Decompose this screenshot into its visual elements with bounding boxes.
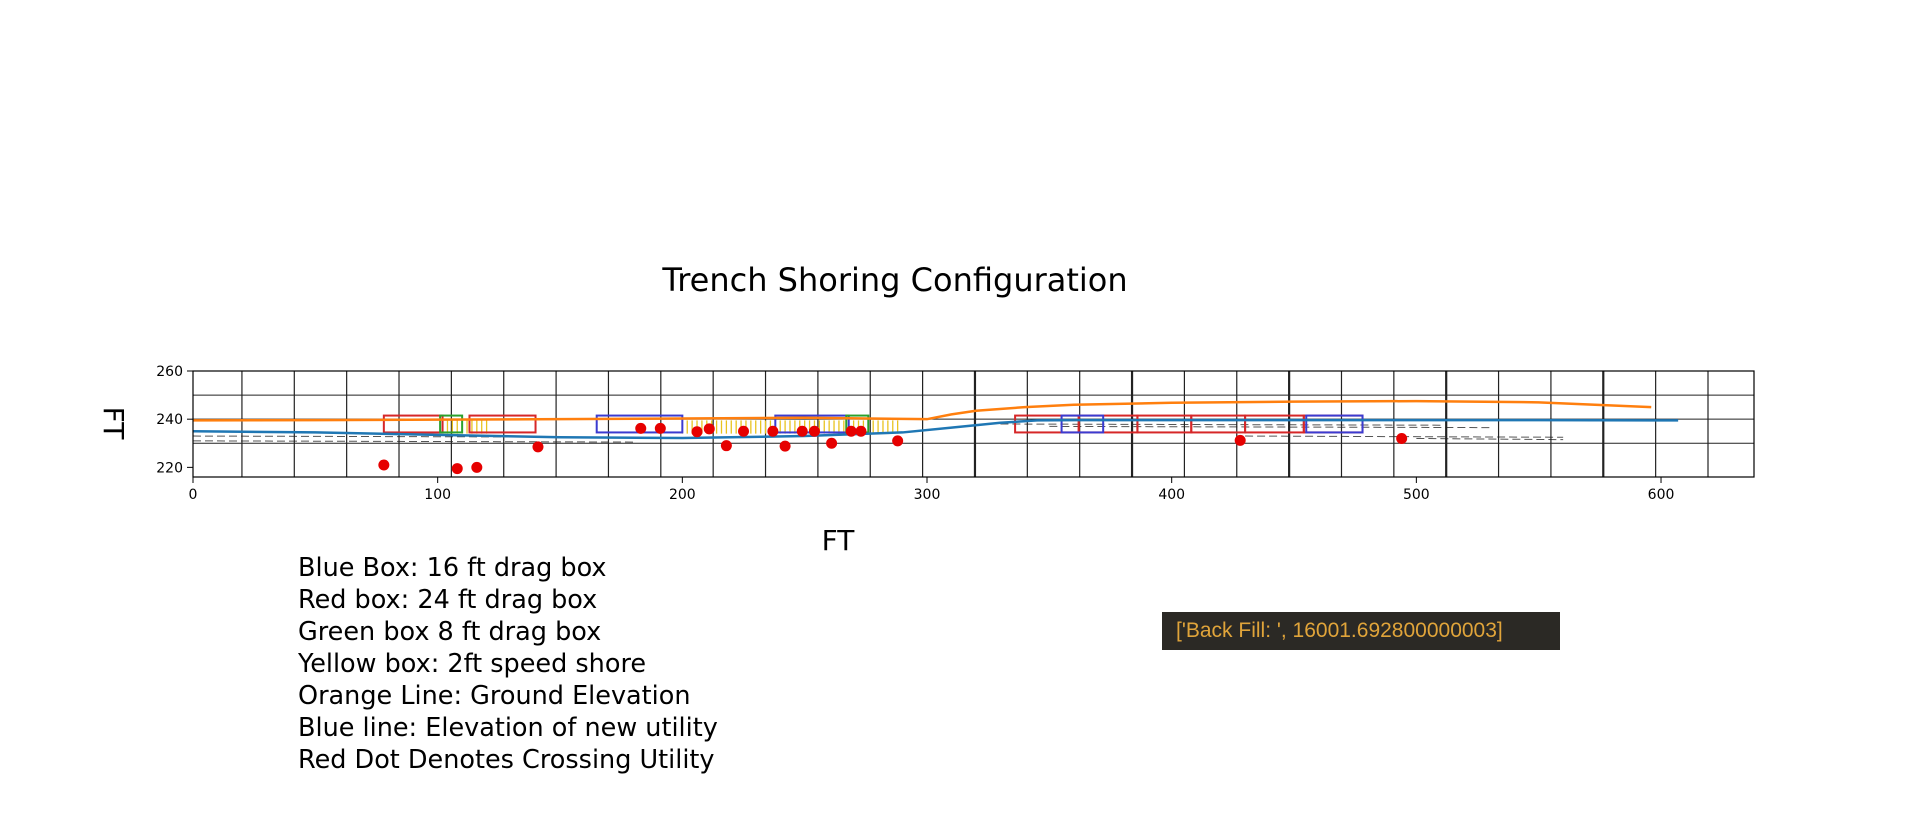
- legend-line-orange-line: Orange Line: Ground Elevation: [298, 681, 691, 711]
- x-tick-label: 600: [1648, 487, 1675, 503]
- x-tick-label: 200: [669, 487, 696, 503]
- backfill-readout: ['Back Fill: ', 16001.692800000003]: [1162, 612, 1560, 650]
- chart-title: Trench Shoring Configuration: [661, 261, 1127, 299]
- legend-line-blue-box: Blue Box: 16 ft drag box: [298, 553, 607, 583]
- x-tick-label: 100: [424, 487, 451, 503]
- plot-area: 0 100 200 300 400 500 600 220 240 260: [156, 364, 1755, 503]
- x-tick-label: 300: [914, 487, 941, 503]
- crossing-utility-dot: [451, 463, 463, 475]
- crossing-utility-dot: [532, 441, 544, 453]
- crossing-utility-dot: [720, 440, 732, 452]
- crossing-utility-dot: [767, 425, 779, 437]
- plot-background: [193, 371, 1754, 477]
- backfill-text: ['Back Fill: ', 16001.692800000003]: [1176, 619, 1503, 642]
- ground-elevation-line: [192, 399, 1652, 422]
- crossing-utility-dot: [703, 423, 715, 435]
- crossing-utility-dot: [471, 461, 483, 473]
- background-drawing-line: [1049, 425, 1490, 429]
- crossing-utility-dot: [796, 425, 808, 437]
- y-tick-label: 220: [156, 460, 183, 476]
- x-tick-label: 400: [1158, 487, 1185, 503]
- crossing-utility-dot: [654, 422, 666, 434]
- background-drawing-line: [1000, 423, 1441, 426]
- crossing-utility-dot: [378, 459, 390, 471]
- crossing-utility-dot: [779, 440, 791, 452]
- crossing-utility-dot: [1396, 432, 1408, 444]
- plot-frame: [192, 370, 1755, 478]
- legend-line-red-box: Red box: 24 ft drag box: [298, 585, 598, 615]
- drag-box-16ft: [1305, 414, 1364, 434]
- crossing-utility-dot: [855, 425, 867, 437]
- crossing-utility-dot: [1234, 434, 1246, 446]
- crossing-utility-dot: [845, 425, 857, 437]
- drag-box-24ft: [468, 414, 537, 434]
- legend-line-red-dot: Red Dot Denotes Crossing Utility: [298, 745, 715, 775]
- new-utility-line: [192, 418, 1679, 440]
- y-tick-label: 240: [156, 412, 183, 428]
- drag-box-24ft: [382, 414, 444, 434]
- legend-line-green-box: Green box 8 ft drag box: [298, 617, 602, 647]
- crossing-utility-dot: [691, 426, 703, 438]
- crossing-utility-dot: [738, 425, 750, 437]
- crossing-utility-dot: [892, 435, 904, 447]
- crossing-utility-dot: [826, 437, 838, 449]
- drag-box-16ft: [1060, 414, 1105, 434]
- crossing-utility-dot: [635, 422, 647, 434]
- y-axis-label: FT: [97, 407, 130, 441]
- x-axis-label: FT: [822, 524, 856, 557]
- drag-box-8ft: [439, 414, 464, 434]
- x-tick-label: 0: [189, 487, 198, 503]
- background-drawing-line: [192, 440, 634, 443]
- y-tick-label: 260: [156, 364, 183, 380]
- background-drawing-line: [1416, 437, 1564, 441]
- legend-line-yellow-box: Yellow box: 2ft speed shore: [298, 649, 647, 679]
- legend-line-blue-line: Blue line: Elevation of new utility: [298, 713, 718, 743]
- x-tick-label: 500: [1403, 487, 1430, 503]
- legend: Blue Box: 16 ft drag box Red box: 24 ft …: [298, 552, 718, 776]
- crossing-utility-dot: [808, 425, 820, 437]
